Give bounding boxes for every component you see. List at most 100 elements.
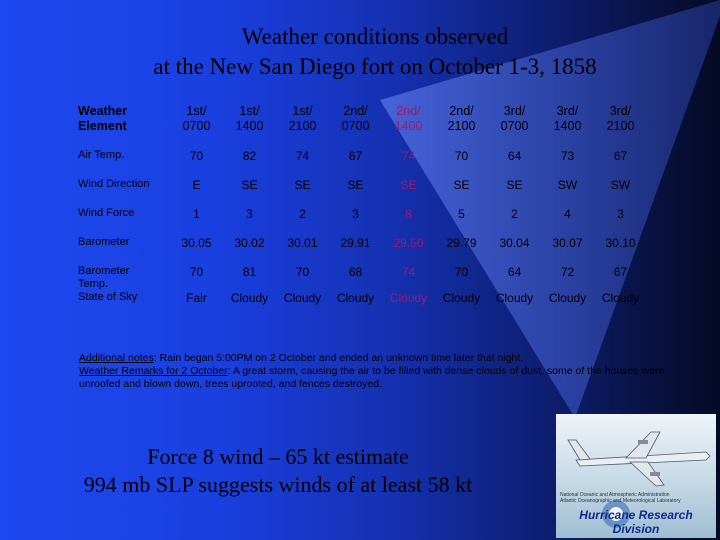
table-cell: 8 xyxy=(405,207,412,221)
table-cell: 74 xyxy=(401,265,416,279)
column-header-line: 0700 xyxy=(500,119,529,133)
force-estimate: Force 8 wind – 65 kt estimate 994 mb SLP… xyxy=(58,443,498,499)
table-cell: 70 xyxy=(189,265,204,279)
row-label: Wind Direction xyxy=(76,178,170,207)
column-header-line: 1st/ xyxy=(186,104,207,118)
column-header: 3rd/0700 xyxy=(488,100,541,149)
table-cell: SE xyxy=(241,178,258,192)
column-header: 1st/0700 xyxy=(170,100,223,149)
column-header-line: 2100 xyxy=(288,119,317,133)
column-header-line: 1400 xyxy=(235,119,264,133)
table-cell: E xyxy=(192,178,201,192)
row-label-line: State of Sky xyxy=(78,291,138,303)
column-header-line: 1st/ xyxy=(239,104,260,118)
table-cell: Cloudy xyxy=(495,291,534,305)
row-label-line: Wind Direction xyxy=(78,178,150,190)
table-cell: 29.79 xyxy=(446,236,477,250)
row-label: Wind Force xyxy=(76,207,170,236)
column-header-line: 2nd/ xyxy=(343,104,368,118)
table-cell: 70 xyxy=(454,265,469,279)
table-cell: 64 xyxy=(507,149,522,163)
table-cell: 67 xyxy=(613,149,628,163)
column-header: 3rd/2100 xyxy=(594,100,647,149)
table-cell: 29.91 xyxy=(340,236,371,250)
table-cell: SW xyxy=(610,178,631,192)
force-line-1: Force 8 wind – 65 kt estimate xyxy=(147,444,409,469)
additional-notes-text: : Rain began 5:00PM on 2 October and end… xyxy=(153,352,524,364)
table-header-row: Weather Element 1st/0700 1st/1400 1st/2100 2n… xyxy=(76,100,647,149)
table-cell: 30.05 xyxy=(181,236,212,250)
table-cell: Cloudy xyxy=(548,291,587,305)
column-header-line: 1400 xyxy=(394,119,423,133)
additional-notes: Additional notes: Rain began 5:00PM on 2… xyxy=(79,352,679,365)
row-label-line: Barometer xyxy=(78,265,130,277)
table-cell: Cloudy xyxy=(601,291,640,305)
table-cell: 72 xyxy=(560,265,575,279)
column-header-line: 3rd/ xyxy=(609,104,632,118)
notes-block: Additional notes: Rain began 5:00PM on 2… xyxy=(79,352,679,391)
table-cell: 30.10 xyxy=(605,236,636,250)
force-line-2: 994 mb SLP suggests winds of at least 58… xyxy=(83,472,473,497)
table-cell: Cloudy xyxy=(442,291,481,305)
logo-division-name: Hurricane Research Division xyxy=(579,508,693,536)
row-label-line: Air Temp. xyxy=(78,149,125,161)
row-label: State of Sky xyxy=(76,291,170,320)
column-header-line: 2nd/ xyxy=(449,104,474,118)
table-cell: Cloudy xyxy=(336,291,375,305)
table-cell: 2 xyxy=(511,207,518,221)
table-cell: 82 xyxy=(242,149,257,163)
additional-notes-label: Additional notes xyxy=(79,352,154,364)
column-header: 2nd/1400 xyxy=(382,100,435,149)
table-cell: 67 xyxy=(613,265,628,279)
table-cell: 2 xyxy=(299,207,306,221)
row-label-line: Wind Force xyxy=(78,207,135,219)
column-header-line: 1st/ xyxy=(292,104,313,118)
table-cell: SE xyxy=(347,178,364,192)
table-cell: SE xyxy=(294,178,311,192)
table-cell: 3 xyxy=(246,207,253,221)
table-cell: 29.50 xyxy=(393,236,424,250)
column-header-line: 2100 xyxy=(447,119,476,133)
column-header: 1st/1400 xyxy=(223,100,276,149)
column-header-line: 3rd/ xyxy=(556,104,579,118)
table-cell: 3 xyxy=(617,207,624,221)
table-row: Barometer 30.05 30.02 30.01 29.91 29.50 29.79 3… xyxy=(76,236,647,265)
aircraft-icon xyxy=(567,431,711,528)
column-header-line: 1400 xyxy=(553,119,582,133)
table-cell: 70 xyxy=(454,149,469,163)
weather-remarks-label: Weather Remarks for 2 October xyxy=(79,365,228,377)
table-cell: 70 xyxy=(189,149,204,163)
title-line-2: at the New San Diego fort on October 1-3… xyxy=(153,54,597,79)
row-label: Barometer xyxy=(76,236,170,265)
logo-line-1: National Oceanic and Atmospheric Adminis… xyxy=(560,492,670,498)
column-header-line: 0700 xyxy=(341,119,370,133)
row-label-line: Temp. xyxy=(78,278,108,290)
table-cell: SE xyxy=(506,178,523,192)
column-header: 2nd/0700 xyxy=(329,100,382,149)
table-cell: Cloudy xyxy=(230,291,269,305)
hurricane-research-logo: National Oceanic and Atmospheric Adminis… xyxy=(556,414,716,538)
table-cell: SE xyxy=(400,178,417,192)
table-cell: Fair xyxy=(186,291,207,305)
row-label: Air Temp. xyxy=(76,149,170,178)
table-cell: 1 xyxy=(193,207,200,221)
table-cell: 5 xyxy=(458,207,465,221)
table-cell: SE xyxy=(453,178,470,192)
weather-table: Weather Element 1st/0700 1st/1400 1st/2100 2n… xyxy=(76,100,647,320)
column-header-line: 2100 xyxy=(606,119,635,133)
logo-small-text: National Oceanic and Atmospheric Adminis… xyxy=(560,492,681,504)
table-cell: 30.01 xyxy=(287,236,318,250)
table-cell: 30.02 xyxy=(234,236,265,250)
column-header-line: 2nd/ xyxy=(396,104,421,118)
table-cell: 30.04 xyxy=(499,236,530,250)
table-cell: 4 xyxy=(564,207,571,221)
table-cell: 30.07 xyxy=(552,236,583,250)
weather-remarks-text: : A great storm, causing the air to be f… xyxy=(79,365,665,390)
column-header: 1st/2100 xyxy=(276,100,329,149)
logo-line-2: Atlantic Oceanographic and Meteorologica… xyxy=(560,498,681,504)
column-header-line: 3rd/ xyxy=(503,104,526,118)
table-row: Wind Direction E SE SE SE SE SE SE SW SW xyxy=(76,178,647,207)
table-cell: 70 xyxy=(295,265,310,279)
weather-remarks: Weather Remarks for 2 October: A great s… xyxy=(79,365,679,391)
table-cell: 73 xyxy=(560,149,575,163)
